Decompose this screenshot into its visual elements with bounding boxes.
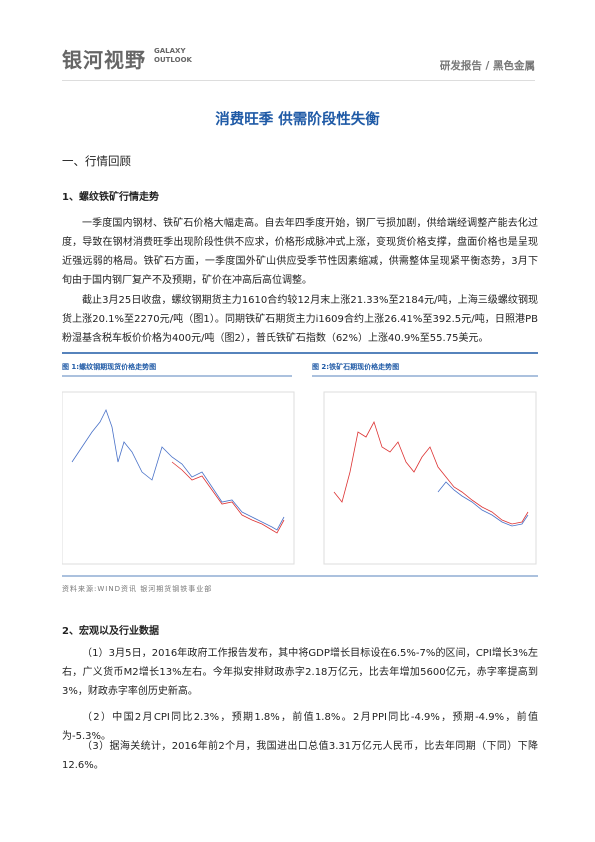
section-heading: 一、行情回顾	[62, 154, 131, 168]
title: 消费旺季 供需阶段性失衡	[215, 112, 380, 128]
logo: 银河视野	[62, 48, 146, 72]
paragraph: 截止3月25日收盘，螺纹钢期货主力1610合约较12月末上涨21.33%至218…	[62, 295, 538, 344]
paragraph: （3）据海关统计，2016年前2个月，我国进出口总值3.31万亿元人民币，比去年…	[62, 741, 538, 771]
chart-frame	[62, 391, 295, 565]
figures	[62, 352, 538, 577]
subheading: 2、宏观以及行业数据	[62, 626, 159, 637]
report-type: 研发报告 / 黑色金属	[439, 60, 535, 72]
chart-line	[333, 420, 529, 525]
paragraph: 一季度国内钢材、铁矿石价格大幅走高。自去年四季度开始，钢厂亏损加剧，供给端经调整…	[62, 218, 538, 286]
chart-line	[171, 461, 285, 534]
chart-frame	[323, 391, 537, 565]
paragraph: （2）中国2月CPI同比2.3%，预期1.8%，前值1.8%。2月PPI同比-4…	[62, 712, 538, 742]
source: 资料来源:WIND资讯 银河期货钢铁事业部	[62, 585, 213, 593]
chart-line	[437, 481, 529, 527]
figure-caption: 图 2:铁矿石期现价格走势图	[312, 363, 400, 371]
chart-line	[71, 408, 285, 531]
header-rule	[62, 80, 535, 81]
figure-caption: 图 1:螺纹钢期现货价格走势图	[62, 363, 157, 371]
paragraph: （1）3月5日，2016年政府工作报告发布，其中将GDP增长目标设在6.5%-7…	[62, 648, 538, 697]
logo-en: GALAXY OUTLOOK	[154, 47, 192, 64]
subheading: 1、螺纹铁矿行情走势	[62, 192, 159, 203]
